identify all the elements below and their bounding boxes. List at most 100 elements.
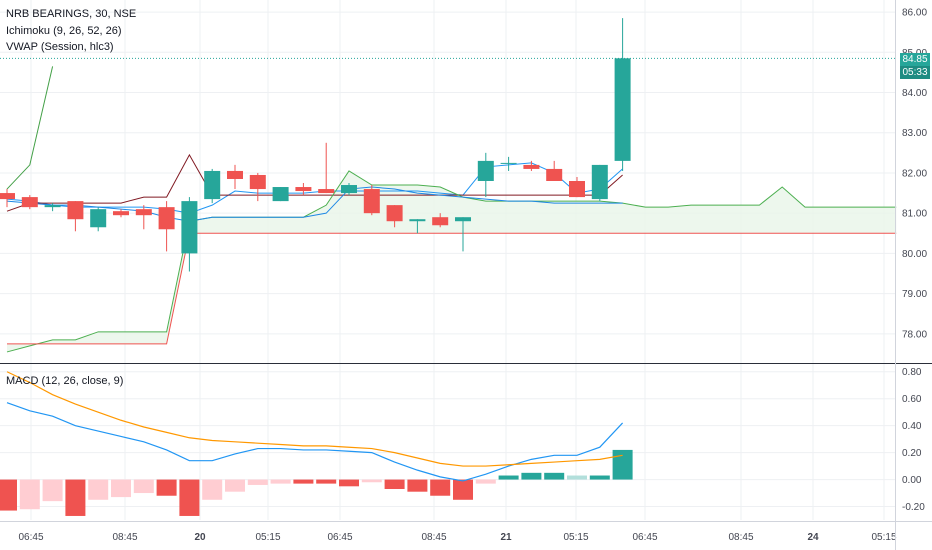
time-tick-label: 05:15: [871, 532, 896, 543]
macd-histogram-bar: [384, 479, 405, 489]
candle-body: [477, 160, 494, 181]
candle-body: [44, 205, 61, 208]
macd-histogram-bar: [225, 479, 245, 492]
macd-histogram-bar: [612, 449, 633, 480]
macd-histogram-bar: [293, 479, 314, 484]
candle: [363, 185, 380, 216]
ichimoku-legend[interactable]: Ichimoku (9, 26, 52, 26): [6, 25, 122, 37]
candle-body: [455, 217, 471, 222]
macd-histogram-bar: [544, 472, 565, 480]
time-tick-label: 08:45: [112, 532, 137, 543]
price-tick-label: 86.00: [902, 8, 927, 19]
candle: [181, 197, 198, 272]
candle: [90, 207, 107, 232]
candle: [386, 205, 403, 228]
candle: [67, 201, 84, 232]
macd-histogram-bar: [202, 479, 223, 500]
time-tick-label: 05:15: [255, 532, 280, 543]
line-conversion: [6, 162, 623, 214]
line-lead-b: [7, 232, 897, 345]
price-tick-label: 84.00: [902, 88, 927, 99]
macd-legend[interactable]: MACD (12, 26, close, 9): [6, 375, 124, 387]
time-tick-label: 08:45: [421, 532, 446, 543]
candle: [204, 168, 221, 204]
candle: [135, 205, 152, 230]
candle-body: [135, 209, 152, 216]
macd-pane[interactable]: [0, 371, 633, 516]
macd-histogram-bar: [589, 475, 610, 480]
candle: [21, 195, 38, 210]
time-tick-label: 21: [500, 532, 512, 543]
candle: [591, 164, 608, 202]
candle: [500, 156, 517, 171]
macd-tick-label: 0.20: [902, 448, 922, 459]
macd-histogram-bar: [42, 479, 63, 502]
price-tick-label: 79.00: [902, 289, 927, 300]
candle-body: [21, 197, 38, 208]
macd-tick-label: 0.80: [902, 367, 922, 378]
price-tick-label: 80.00: [902, 249, 927, 260]
candle: [295, 183, 312, 196]
candle-body: [523, 164, 540, 169]
ichimoku-cloud: [7, 170, 897, 352]
line-lead-a: [6, 170, 897, 353]
candle-body: [272, 187, 289, 202]
time-tick-label: 06:45: [632, 532, 657, 543]
time-tick-label: 08:45: [728, 532, 753, 543]
candle: [523, 160, 540, 171]
vwap-legend[interactable]: VWAP (Session, hlc3): [6, 41, 114, 53]
price-tick-label: 83.00: [902, 128, 927, 139]
candle: [113, 209, 129, 218]
cloud-area: [7, 170, 897, 352]
macd-histogram-bar: [430, 479, 451, 496]
macd-histogram-bar: [567, 475, 587, 480]
candle-body: [363, 189, 380, 214]
candle-body: [614, 58, 631, 161]
candle: [318, 142, 335, 194]
candle-body: [318, 189, 335, 194]
candle: [614, 18, 631, 171]
macd-histogram-bar: [247, 479, 268, 485]
candle: [227, 164, 243, 190]
candle: [477, 152, 494, 198]
time-tick-label: 06:45: [18, 532, 43, 543]
candle-body: [113, 211, 129, 216]
time-tick-label: 24: [807, 532, 819, 543]
candle-body: [409, 219, 426, 222]
candle-body: [204, 170, 221, 200]
last-price-tag: 84.85: [900, 53, 930, 66]
macd-histogram-bar: [179, 479, 200, 516]
candle-body: [67, 201, 84, 220]
candle-body: [227, 170, 243, 179]
macd-tick-label: 0.40: [902, 421, 922, 432]
candle-body: [0, 193, 15, 200]
time-tick-label: 05:15: [563, 532, 588, 543]
macd-histogram-bar: [521, 472, 542, 480]
candle: [249, 172, 266, 202]
candles[interactable]: [0, 18, 631, 272]
symbol-title[interactable]: NRB BEARINGS, 30, NSE: [6, 8, 137, 20]
candle-body: [295, 187, 312, 192]
macd-histogram-bar: [498, 475, 519, 480]
candle: [158, 201, 175, 252]
candle: [455, 217, 471, 252]
macd-tick-label: -0.20: [902, 502, 925, 513]
candle: [341, 183, 357, 196]
line-vwap: [6, 186, 623, 222]
macd-histogram-bar: [339, 479, 359, 487]
macd-histogram-bar: [111, 479, 131, 498]
candle-body: [90, 209, 107, 228]
candle-body: [249, 174, 266, 190]
candle-body: [591, 164, 608, 200]
candle-body: [341, 185, 357, 194]
line-base: [6, 153, 623, 212]
candle: [432, 213, 449, 228]
macd-histogram-bar: [316, 479, 337, 484]
macd-histogram-bar: [19, 479, 40, 510]
macd-line-signal: [6, 371, 623, 467]
price-tick-label: 78.00: [902, 329, 927, 340]
macd-histogram-bar: [65, 479, 86, 516]
candle: [546, 160, 563, 181]
